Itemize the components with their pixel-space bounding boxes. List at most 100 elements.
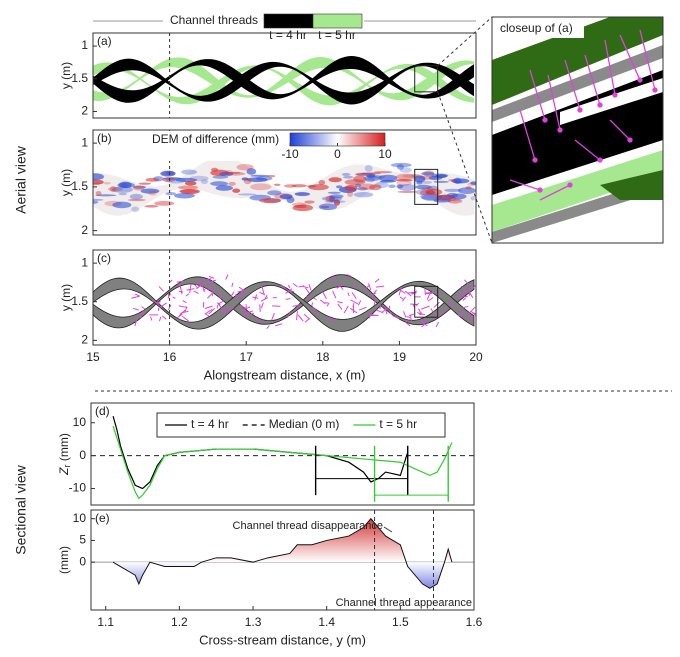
velocity-arrow <box>351 292 357 300</box>
dod-patch <box>103 181 111 185</box>
dod-patch <box>241 177 249 181</box>
velocity-arrow <box>261 285 265 295</box>
area-fill <box>113 518 452 589</box>
velocity-arrow <box>461 311 464 318</box>
y-tick-label: 0 <box>79 448 86 462</box>
dod-patch <box>328 177 342 183</box>
velocity-arrow <box>193 290 199 295</box>
velocity-arrow <box>421 324 425 328</box>
velocity-arrow <box>470 310 476 317</box>
dod-patch <box>133 185 147 189</box>
velocity-arrow <box>381 306 389 313</box>
dod-patch <box>118 181 132 189</box>
velocity-arrow <box>472 285 476 289</box>
dod-patch <box>363 175 380 182</box>
velocity-arrow <box>430 308 435 315</box>
velocity-arrow <box>404 321 411 327</box>
velocity-arrow <box>312 306 319 313</box>
velocity-arrow <box>468 313 473 322</box>
dod-patch <box>160 170 176 177</box>
velocity-arrow <box>422 322 428 327</box>
velocity-arrow <box>157 307 160 311</box>
legend-label: t = 4 hr <box>191 417 229 431</box>
x-tick-label: 1.5 <box>392 615 409 629</box>
velocity-arrow <box>442 310 447 314</box>
velocity-arrow <box>410 292 417 295</box>
dod-patch <box>453 177 462 184</box>
velocity-arrow <box>185 293 190 297</box>
dod-patch <box>329 196 336 203</box>
dod-patch <box>228 171 241 174</box>
dod-patch <box>470 196 476 201</box>
dod-patch <box>327 191 341 194</box>
dod-patch <box>366 175 383 181</box>
y-tick-label: 1 <box>81 38 88 52</box>
velocity-arrow <box>140 312 143 319</box>
section-label: Aerial view <box>13 145 29 214</box>
dod-patch <box>447 198 463 204</box>
dod-patch <box>364 165 373 172</box>
velocity-arrow <box>186 288 195 291</box>
velocity-arrow <box>235 294 238 299</box>
x-tick-label: 1.2 <box>171 615 188 629</box>
velocity-arrow <box>274 323 283 327</box>
dod-patch <box>140 188 160 194</box>
dod-patch <box>95 191 102 196</box>
velocity-arrow <box>255 316 261 323</box>
velocity-arrow <box>409 314 412 322</box>
velocity-arrow <box>225 274 229 280</box>
channel-thread <box>93 56 474 101</box>
y-tick-label: 0 <box>79 554 86 568</box>
closeup-title: closeup of (a) <box>500 21 573 35</box>
x-tick-label: 1.4 <box>318 615 335 629</box>
y-tick-label: 1.5 <box>71 71 88 85</box>
y-tick-label: 1.5 <box>71 294 88 308</box>
dod-patch <box>341 173 351 176</box>
velocity-arrow <box>449 299 453 305</box>
velocity-arrow <box>207 279 217 283</box>
velocity-arrow <box>376 309 384 314</box>
dod-patch <box>144 204 159 208</box>
y-axis-label: y (m) <box>59 169 73 196</box>
y-tick-label: -10 <box>69 481 87 495</box>
velocity-arrow <box>189 284 192 294</box>
x-tick-label: 16 <box>163 350 177 364</box>
colorbar-tick-label: -10 <box>281 147 299 161</box>
dod-patch <box>93 198 104 202</box>
dod-patch <box>93 200 99 204</box>
velocity-arrow <box>460 285 468 294</box>
dod-patch <box>294 192 311 197</box>
velocity-arrow <box>399 296 404 300</box>
velocity-arrow <box>347 292 350 297</box>
velocity-arrow <box>308 284 312 291</box>
velocity-arrow <box>159 302 167 309</box>
dod-patch <box>243 177 252 185</box>
dod-patch <box>451 198 461 202</box>
velocity-arrow <box>238 293 244 298</box>
dod-patch <box>416 180 423 185</box>
velocity-arrow <box>134 318 138 327</box>
plot-frame <box>92 32 477 119</box>
dod-patch <box>180 188 200 195</box>
channel-thread <box>93 58 474 105</box>
legend-swatch <box>263 13 314 29</box>
velocity-arrow <box>402 296 406 302</box>
y-axis-label: Zr (mm) <box>57 433 72 476</box>
dod-patch <box>267 190 282 196</box>
x-tick-label: 19 <box>393 350 407 364</box>
dod-patch <box>396 173 415 180</box>
dod-patch <box>237 193 257 196</box>
x-axis-label: Cross-stream distance, y (m) <box>199 632 366 647</box>
x-tick-label: 1.1 <box>97 615 114 629</box>
colorbar-tick-label: 0 <box>334 147 341 161</box>
velocity-arrow <box>305 295 311 301</box>
plot-frame <box>92 249 477 346</box>
dod-patch <box>399 167 412 173</box>
legend-label: t = 5 hr <box>379 417 417 431</box>
dod-patch <box>421 171 435 176</box>
velocity-arrow <box>404 290 412 297</box>
channel-thread <box>93 274 475 329</box>
x-tick-label: 1.3 <box>245 615 262 629</box>
dod-patch <box>365 177 375 183</box>
